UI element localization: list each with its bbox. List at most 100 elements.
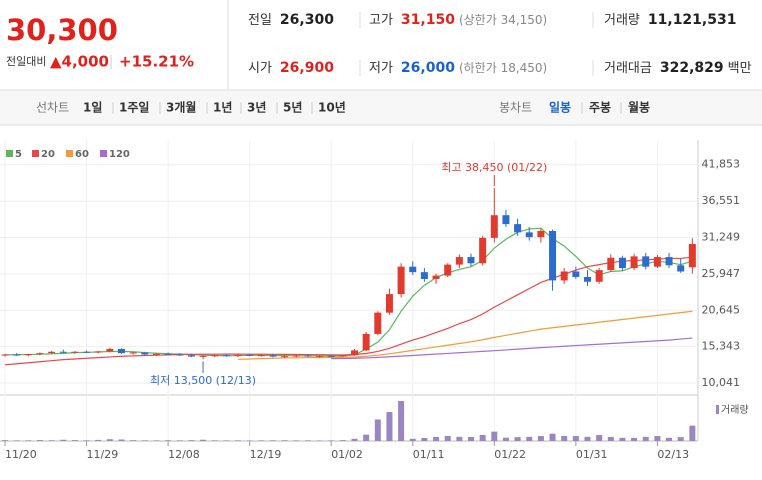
stat-value: 26,300 bbox=[280, 12, 334, 28]
legend-label: 20 bbox=[41, 149, 55, 160]
volume-bar bbox=[677, 437, 684, 441]
candle-body bbox=[688, 244, 696, 268]
period-tab[interactable]: 10년 bbox=[318, 101, 346, 115]
candle-body bbox=[118, 349, 125, 354]
volume-bar bbox=[526, 436, 533, 441]
candle-body bbox=[187, 355, 195, 357]
candle-body bbox=[164, 353, 172, 355]
volume-bar bbox=[584, 436, 591, 441]
candle-body bbox=[211, 355, 219, 357]
volume-bar bbox=[607, 437, 614, 441]
volume-bar bbox=[386, 412, 393, 441]
candle-body bbox=[339, 355, 347, 357]
stat-label: 시가 bbox=[248, 61, 272, 76]
volume-bar bbox=[246, 440, 253, 441]
stat: 저가 26,000 (하한가 18,450) bbox=[369, 60, 547, 76]
candle-body bbox=[560, 271, 568, 281]
candle-body bbox=[467, 257, 475, 264]
period-tab[interactable]: 1주일 bbox=[119, 101, 149, 115]
legend-swatch bbox=[716, 405, 719, 414]
y-tick-label: 10,041 bbox=[702, 376, 741, 389]
volume-bar bbox=[106, 439, 113, 441]
volume-bar bbox=[444, 436, 451, 441]
volume-bar bbox=[491, 431, 498, 441]
candle-body bbox=[36, 353, 44, 355]
volume-bar bbox=[258, 440, 265, 441]
candle-body bbox=[432, 275, 440, 280]
volume-bar bbox=[479, 434, 486, 441]
stat: 거래대금 322,829 백만 bbox=[604, 60, 752, 76]
volume-bar bbox=[36, 440, 43, 441]
volume-bar bbox=[281, 440, 288, 441]
volume-bar bbox=[13, 440, 20, 441]
candle-body bbox=[455, 257, 463, 265]
candle-body bbox=[618, 257, 626, 269]
volume-bar bbox=[304, 440, 311, 441]
candle-body bbox=[327, 355, 335, 357]
period-tab[interactable]: 3년 bbox=[247, 101, 266, 115]
candle-body bbox=[106, 349, 114, 352]
change-pct: +15.21% bbox=[119, 53, 194, 71]
volume-bar bbox=[200, 439, 207, 441]
stat-label: 고가 bbox=[369, 13, 393, 28]
volume-bar bbox=[235, 440, 241, 441]
volume-bar bbox=[95, 439, 102, 441]
volume-bar bbox=[468, 437, 474, 441]
period-tab[interactable]: 3개월 bbox=[166, 100, 196, 115]
y-tick-label: 41,853 bbox=[702, 158, 741, 171]
volume-bar bbox=[642, 436, 649, 441]
legend-swatch bbox=[100, 150, 107, 157]
ma-line bbox=[237, 310, 693, 360]
candle-body bbox=[584, 276, 591, 282]
period-tab[interactable]: 1년 bbox=[213, 101, 232, 115]
candle-body bbox=[665, 257, 673, 266]
volume-bar bbox=[363, 434, 370, 441]
volume-bar bbox=[328, 440, 335, 441]
high-annotation: 최고 38,450 (01/22) bbox=[441, 161, 547, 174]
candle-body bbox=[502, 215, 510, 225]
candle-body bbox=[642, 256, 650, 267]
candle-body bbox=[525, 232, 533, 238]
candle-tab[interactable]: 월봉 bbox=[628, 100, 650, 115]
volume-bar bbox=[654, 436, 661, 441]
volume-bar bbox=[48, 440, 55, 441]
candle-body bbox=[94, 351, 102, 353]
candle-body bbox=[48, 351, 56, 354]
candle-tab[interactable]: 일봉 bbox=[549, 101, 571, 115]
volume-bar bbox=[537, 436, 544, 441]
stat-label: 거래대금 bbox=[604, 61, 652, 76]
x-tick-label: 01/02 bbox=[331, 448, 363, 461]
stat-extra: (상한가 34,150) bbox=[459, 13, 547, 27]
candle-body bbox=[572, 271, 580, 277]
period-tab[interactable]: 5년 bbox=[283, 101, 302, 115]
period-tab[interactable]: 1일 bbox=[83, 101, 102, 115]
volume-bar bbox=[71, 440, 78, 441]
legend-swatch bbox=[6, 150, 13, 157]
volume-bar bbox=[165, 440, 172, 441]
stat-value: 31,150 bbox=[401, 12, 455, 28]
x-tick-label: 01/11 bbox=[413, 448, 445, 461]
candle-body bbox=[362, 333, 370, 351]
x-tick-label: 01/31 bbox=[576, 448, 608, 461]
candle-body bbox=[653, 257, 661, 267]
legend-label: 60 bbox=[75, 149, 89, 160]
candle-body bbox=[304, 355, 312, 357]
candle-body bbox=[1, 354, 9, 356]
legend-label: 120 bbox=[109, 149, 130, 160]
stat: 시가 26,900 bbox=[248, 60, 334, 76]
candle-body bbox=[351, 350, 358, 356]
volume-bar bbox=[631, 437, 638, 441]
tab-label: 봉차트 bbox=[499, 101, 532, 115]
stat: 전일 26,300 bbox=[248, 12, 334, 28]
volume-bar bbox=[619, 437, 626, 441]
x-tick-label: 11/20 bbox=[5, 448, 37, 461]
x-tick-label: 12/19 bbox=[250, 448, 282, 461]
candle-body bbox=[234, 354, 242, 356]
candle-body bbox=[13, 354, 21, 356]
legend-label: 5 bbox=[15, 149, 22, 160]
candle-body bbox=[246, 354, 254, 356]
volume-bar bbox=[211, 440, 218, 441]
candle-tab[interactable]: 주봉 bbox=[589, 101, 611, 115]
volume-bar bbox=[339, 440, 346, 441]
tab-bar bbox=[0, 91, 762, 125]
